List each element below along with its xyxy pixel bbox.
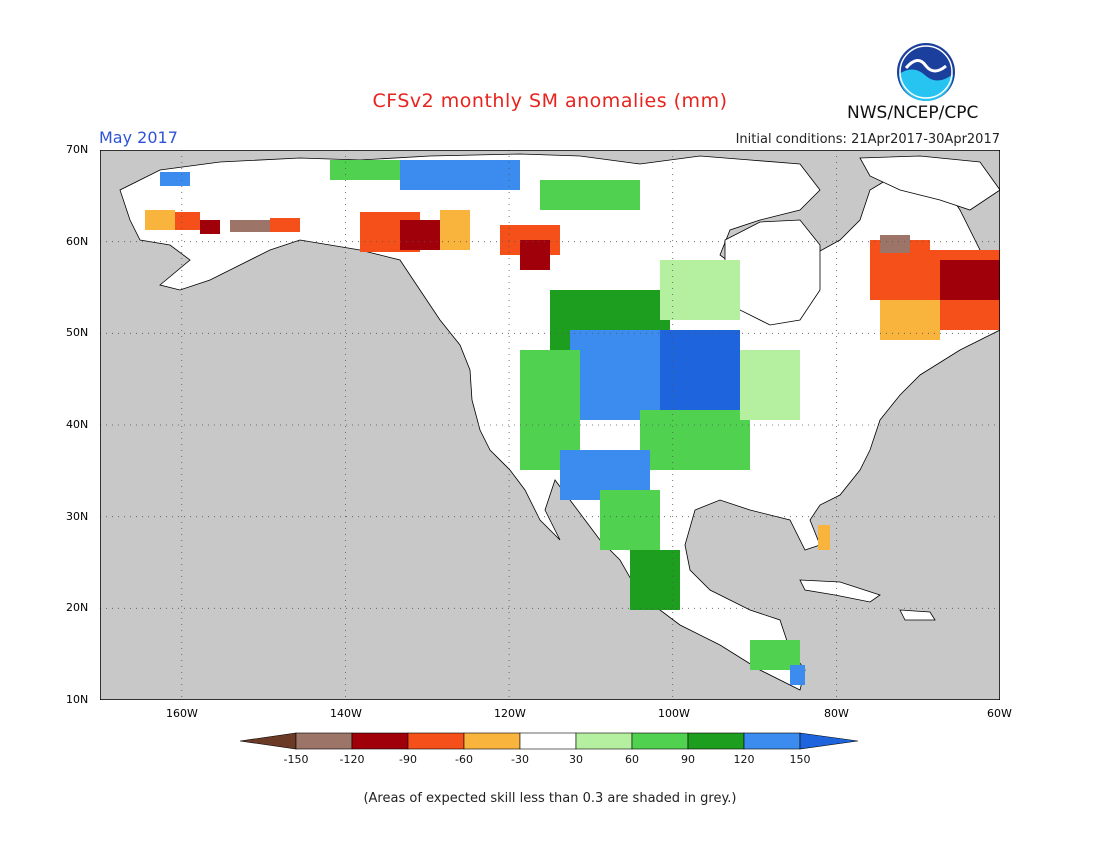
legend-label: 150: [790, 753, 811, 766]
legend-swatch: [295, 732, 353, 750]
chart-title: CFSv2 monthly SM anomalies (mm): [372, 90, 728, 112]
lon-label: 80W: [824, 707, 849, 720]
legend-label: 30: [569, 753, 583, 766]
footnote: (Areas of expected skill less than 0.3 a…: [363, 791, 737, 806]
legend-swatch: [519, 732, 577, 750]
lat-label: 50N: [66, 326, 89, 339]
legend-arrow-high: [799, 732, 859, 750]
legend-swatch: [575, 732, 633, 750]
legend-swatch: [351, 732, 409, 750]
lat-label: 10N: [66, 693, 89, 706]
soil-moisture-map: [100, 150, 1000, 700]
legend-label: -60: [455, 753, 473, 766]
legend-label: -90: [399, 753, 417, 766]
legend-swatch: [631, 732, 689, 750]
legend-arrow-low: [239, 732, 297, 750]
lat-label: 40N: [66, 418, 89, 431]
agency-label: NWS/NCEP/CPC: [847, 103, 979, 123]
lon-label: 140W: [330, 707, 362, 720]
legend-label: -150: [284, 753, 309, 766]
noaa-logo-icon: [897, 43, 955, 101]
legend-label: -30: [511, 753, 529, 766]
forecast-month: May 2017: [99, 128, 178, 147]
lon-label: 60W: [987, 707, 1012, 720]
legend-swatch: [463, 732, 521, 750]
legend-swatch: [743, 732, 801, 750]
anomaly-patches: [145, 160, 1000, 685]
lon-label: 120W: [494, 707, 526, 720]
legend-swatch: [687, 732, 745, 750]
lat-label: 20N: [66, 601, 89, 614]
lat-label: 70N: [66, 143, 89, 156]
legend-label: -120: [340, 753, 365, 766]
initial-conditions: Initial conditions: 21Apr2017-30Apr2017: [735, 132, 1000, 147]
lon-label: 100W: [658, 707, 690, 720]
legend-label: 90: [681, 753, 695, 766]
lat-label: 60N: [66, 235, 89, 248]
legend-label: 60: [625, 753, 639, 766]
color-legend: -150 -120 -90 -60 -30 30 60 90 120 150: [239, 732, 859, 766]
gridlines: [100, 150, 1000, 700]
legend-label: 120: [734, 753, 755, 766]
legend-swatch: [407, 732, 465, 750]
lon-label: 160W: [166, 707, 198, 720]
lat-label: 30N: [66, 510, 89, 523]
